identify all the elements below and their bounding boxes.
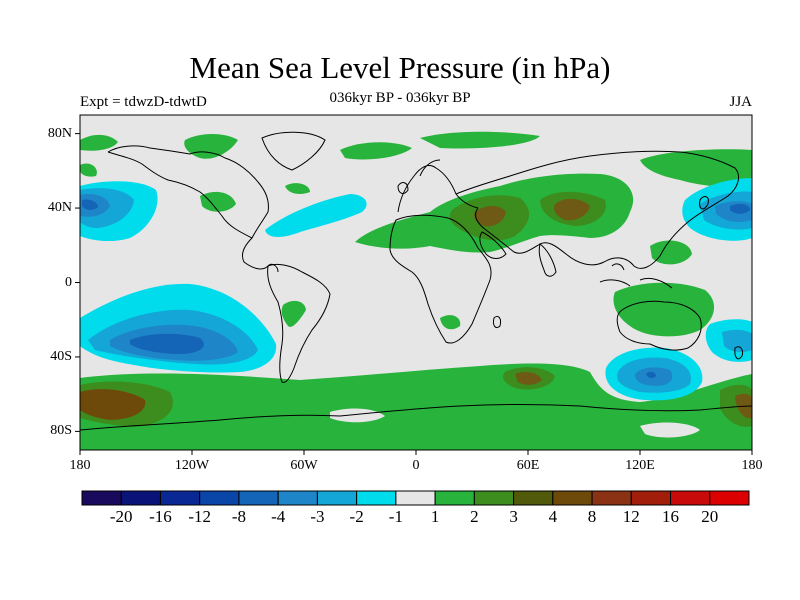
chart-title: Mean Sea Level Pressure (in hPa)	[189, 50, 611, 85]
colorbar-swatch	[316, 490, 358, 506]
coast-madagascar	[493, 315, 501, 329]
colorbar-swatch	[434, 490, 475, 506]
coast-japan	[699, 196, 709, 210]
contour-south-pacific-negative	[80, 283, 752, 373]
colorbar-swatch	[630, 490, 672, 506]
lon-tick-label: 180	[69, 458, 91, 473]
contour-eurasia-positive	[200, 173, 692, 265]
coast-north-america	[107, 145, 279, 273]
colorbar-swatch	[591, 490, 632, 506]
contour-south-australia-negative	[605, 347, 703, 401]
lon-tick-label: 120E	[625, 458, 655, 473]
coast-maritime-islands	[599, 263, 673, 289]
colorbar-swatch	[277, 490, 318, 506]
colorbar-tick-label: 12	[622, 507, 640, 526]
colorbar-tick-label: 16	[662, 507, 680, 526]
coastlines	[80, 131, 752, 431]
colorbar-swatch	[670, 490, 711, 506]
colorbar-tick-label: 2	[470, 507, 479, 526]
coast-new-zealand	[734, 346, 743, 360]
colorbar-swatch	[199, 490, 240, 506]
coast-antarctica	[80, 404, 752, 431]
colorbar-tick-label: 4	[548, 507, 558, 526]
lon-tick-label: 60E	[516, 458, 540, 473]
colorbar-swatch	[356, 490, 397, 506]
contour-north-pacific-negative	[80, 178, 752, 242]
colorbar	[81, 490, 750, 506]
period-label: 036kyr BP - 036kyr BP	[329, 90, 471, 106]
lon-tick-label: 0	[412, 458, 420, 473]
lon-tick-label: 180	[741, 458, 763, 473]
colorbar-tick-label: -12	[188, 507, 212, 526]
coast-asia	[455, 150, 739, 269]
colorbar-swatch	[709, 490, 750, 506]
lat-tick-label: 80S	[50, 423, 72, 439]
coast-australia	[616, 300, 702, 351]
contour-north-atlantic-negative	[265, 194, 367, 237]
colorbar-swatch	[238, 490, 279, 506]
lon-tick-label: 120W	[174, 458, 210, 473]
colorbar-swatch	[552, 490, 593, 506]
lon-tick-label: 60W	[290, 458, 318, 473]
colorbar-tick-label: -2	[349, 507, 364, 526]
colorbar-swatch	[513, 490, 554, 506]
lat-tick-label: 40N	[47, 200, 72, 216]
colorbar-tick-label: 20	[701, 507, 719, 526]
colorbar-swatch	[473, 490, 515, 506]
colorbar-swatch	[159, 490, 201, 506]
map-plot-area	[80, 115, 752, 450]
coast-arabia	[479, 231, 507, 259]
contour-southern-ocean-positive	[80, 363, 752, 450]
lat-tick-label: 80N	[47, 125, 72, 141]
coast-south-america	[267, 263, 331, 383]
experiment-label: Expt = tdwzD-tdwtD	[80, 94, 207, 110]
colorbar-tick-label: -3	[310, 507, 325, 526]
colorbar-swatch	[395, 490, 436, 506]
colorbar-swatch	[120, 490, 161, 506]
season-label: JJA	[729, 94, 752, 110]
contour-australia-positive	[281, 282, 715, 337]
lat-tick-label: 0	[65, 274, 72, 290]
colorbar-tick-label: 8	[587, 507, 597, 526]
colorbar-tick-label: -8	[231, 507, 247, 526]
colorbar-tick-label: -1	[388, 507, 403, 526]
colorbar-tick-label: 3	[509, 507, 518, 526]
lat-tick-label: 40S	[50, 348, 72, 364]
coast-greenland	[261, 131, 326, 171]
coast-india	[538, 243, 557, 277]
axis-ticks	[75, 133, 753, 455]
colorbar-tick-label: -16	[149, 507, 172, 526]
colorbar-tick-label: -4	[271, 507, 286, 526]
colorbar-tick-label: 1	[430, 507, 440, 526]
coast-africa	[389, 214, 492, 344]
colorbar-swatch	[81, 490, 122, 506]
coast-uk	[397, 182, 409, 194]
colorbar-tick-label: -20	[109, 507, 133, 526]
